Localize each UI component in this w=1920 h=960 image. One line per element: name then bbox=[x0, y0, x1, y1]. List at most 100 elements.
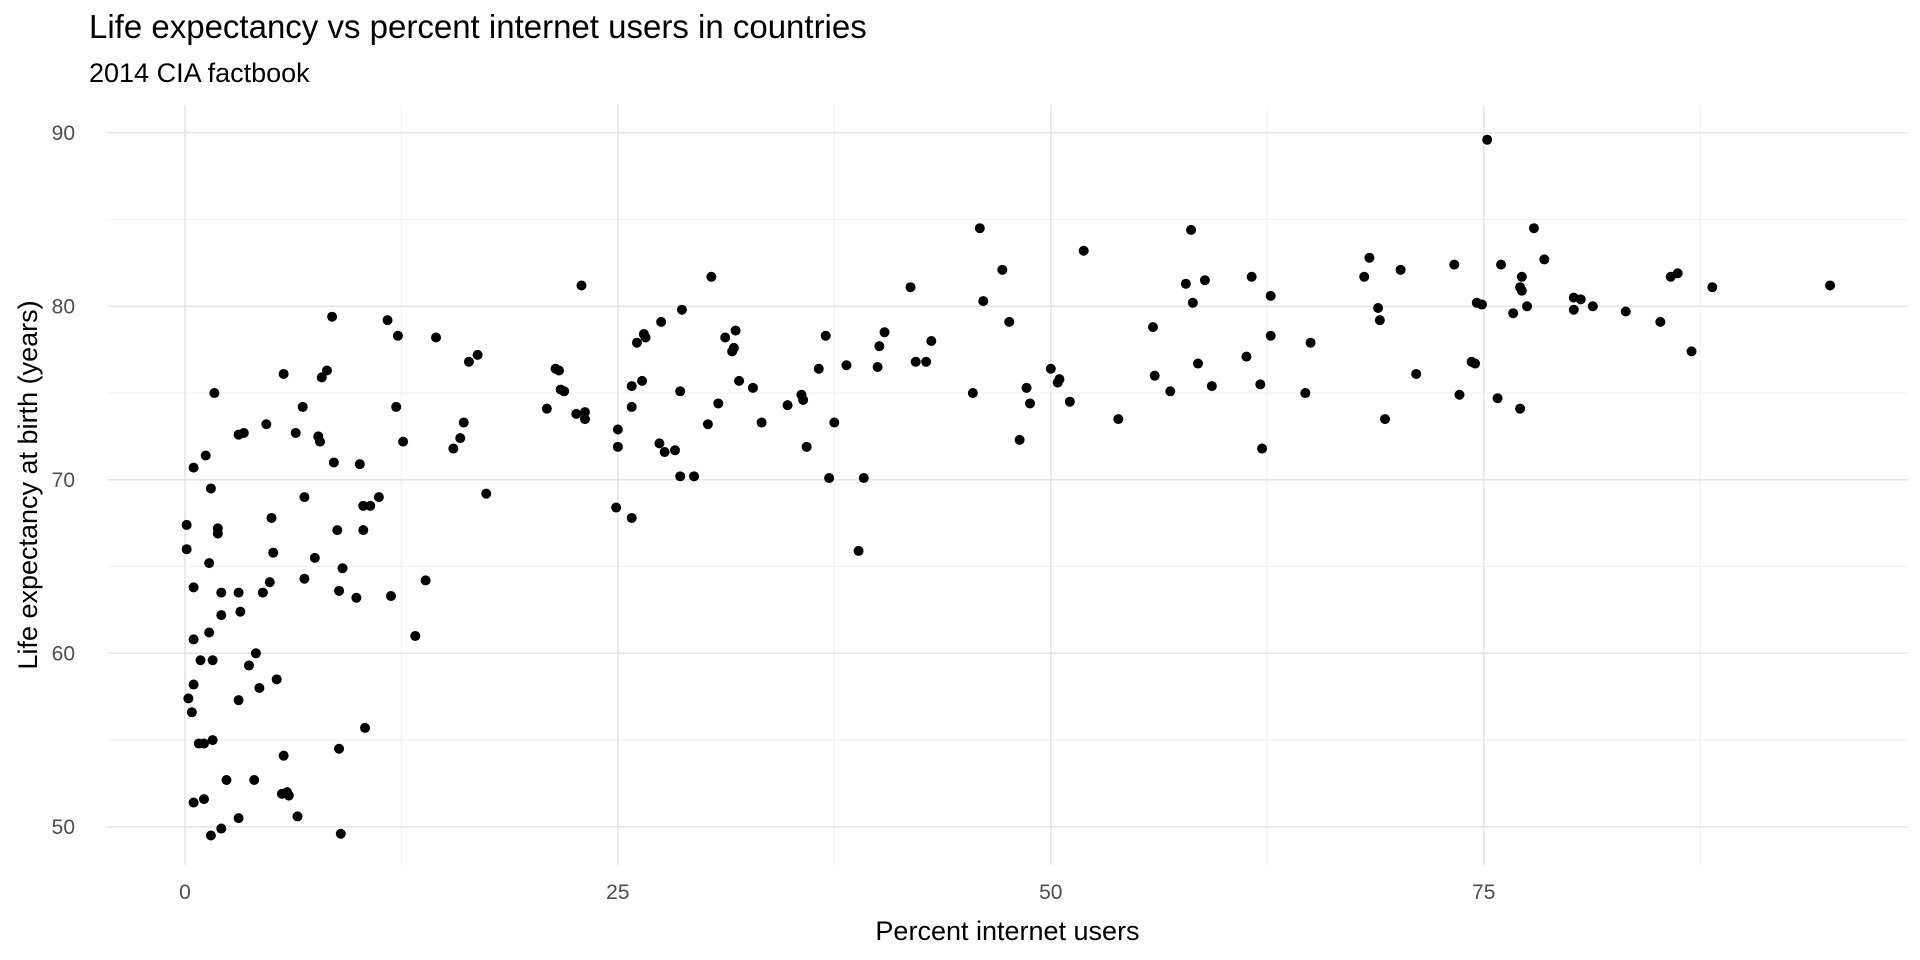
data-point bbox=[921, 356, 932, 367]
data-point bbox=[1265, 330, 1276, 341]
gridlines bbox=[107, 105, 1908, 865]
data-point bbox=[233, 813, 244, 824]
data-point bbox=[198, 738, 209, 749]
data-point bbox=[271, 674, 282, 685]
data-point bbox=[579, 414, 590, 425]
data-point bbox=[278, 750, 289, 761]
data-point bbox=[1528, 223, 1539, 234]
data-point bbox=[978, 296, 989, 307]
y-tick-label: 80 bbox=[52, 295, 75, 318]
data-point bbox=[391, 401, 402, 412]
data-point bbox=[200, 450, 211, 461]
data-point bbox=[579, 407, 590, 418]
data-point bbox=[1568, 304, 1579, 315]
data-point bbox=[204, 627, 215, 638]
data-point bbox=[747, 382, 758, 393]
data-point bbox=[463, 356, 474, 367]
data-point bbox=[1373, 303, 1384, 314]
data-point bbox=[813, 363, 824, 374]
data-point bbox=[358, 525, 369, 536]
data-point bbox=[181, 519, 192, 530]
data-point bbox=[365, 500, 376, 511]
data-point bbox=[611, 502, 622, 513]
data-point bbox=[268, 547, 279, 558]
data-point bbox=[455, 433, 466, 444]
data-point bbox=[351, 592, 362, 603]
data-point bbox=[238, 427, 249, 438]
data-point bbox=[299, 492, 310, 503]
data-point bbox=[1180, 278, 1191, 289]
data-point bbox=[730, 325, 741, 336]
data-point bbox=[626, 401, 637, 412]
data-point bbox=[1187, 297, 1198, 308]
data-point bbox=[188, 797, 199, 808]
y-tick-label: 90 bbox=[52, 122, 75, 145]
data-point bbox=[297, 401, 308, 412]
data-point bbox=[354, 459, 365, 470]
data-point bbox=[1255, 379, 1266, 390]
data-point bbox=[205, 830, 216, 841]
data-point bbox=[1707, 282, 1718, 293]
data-point bbox=[1516, 285, 1527, 296]
x-tick-label: 25 bbox=[606, 881, 629, 904]
data-point bbox=[332, 525, 343, 536]
data-point bbox=[315, 436, 326, 447]
data-point bbox=[967, 388, 978, 399]
data-point bbox=[386, 591, 397, 602]
data-point bbox=[261, 419, 272, 430]
data-point bbox=[728, 342, 739, 353]
data-point bbox=[207, 655, 218, 666]
data-point bbox=[216, 610, 227, 621]
data-point bbox=[207, 735, 218, 746]
data-point bbox=[337, 563, 348, 574]
data-point bbox=[235, 606, 246, 617]
data-point bbox=[188, 679, 199, 690]
data-point bbox=[1113, 414, 1124, 425]
x-tick-label: 75 bbox=[1472, 881, 1495, 904]
data-point bbox=[853, 545, 864, 556]
data-point bbox=[1149, 370, 1160, 381]
data-point bbox=[1246, 271, 1257, 282]
data-point bbox=[576, 280, 587, 291]
data-point bbox=[829, 417, 840, 428]
data-point bbox=[1147, 322, 1158, 333]
data-point bbox=[1522, 301, 1533, 312]
data-point bbox=[334, 585, 345, 596]
data-point bbox=[249, 774, 260, 785]
data-point bbox=[1508, 308, 1519, 319]
data-point bbox=[553, 365, 564, 376]
data-point bbox=[309, 552, 320, 563]
data-point bbox=[283, 790, 294, 801]
data-point bbox=[879, 327, 890, 338]
data-point bbox=[905, 282, 916, 293]
data-point bbox=[841, 360, 852, 371]
data-point bbox=[292, 811, 303, 822]
data-point bbox=[373, 492, 384, 503]
data-point bbox=[1064, 396, 1075, 407]
chart-subtitle: 2014 CIA factbook bbox=[89, 58, 310, 88]
data-point bbox=[675, 386, 686, 397]
data-point bbox=[250, 648, 261, 659]
data-point bbox=[734, 375, 745, 386]
data-point bbox=[676, 304, 687, 315]
data-point bbox=[756, 417, 767, 428]
data-point bbox=[1496, 259, 1507, 270]
x-axis-title: Percent internet users bbox=[875, 916, 1139, 946]
data-point bbox=[1078, 245, 1089, 256]
data-point bbox=[198, 794, 209, 805]
data-point bbox=[1476, 299, 1487, 310]
data-point bbox=[1395, 264, 1406, 275]
data-point bbox=[874, 341, 885, 352]
data-point bbox=[1575, 294, 1586, 305]
data-point bbox=[1380, 414, 1391, 425]
data-point bbox=[670, 445, 681, 456]
data-point bbox=[360, 722, 371, 733]
data-point bbox=[997, 264, 1008, 275]
data-point bbox=[186, 707, 197, 718]
data-point bbox=[675, 471, 686, 482]
data-point bbox=[1539, 254, 1550, 265]
data-point bbox=[824, 473, 835, 484]
data-point bbox=[278, 368, 289, 379]
data-point bbox=[1257, 443, 1268, 454]
data-point bbox=[204, 558, 215, 569]
